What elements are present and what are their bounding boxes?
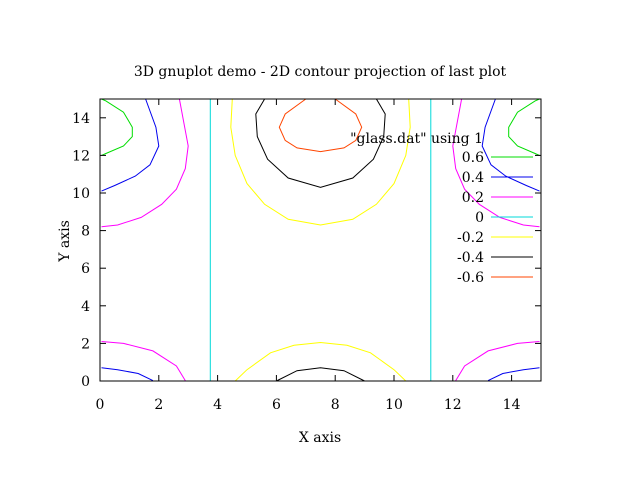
legend-label: 0.4 — [462, 170, 484, 186]
contour-line-0-0 — [101, 98, 133, 156]
contour-line-5-0 — [255, 98, 386, 188]
legend-title: "glass.dat" using 1 — [350, 131, 483, 147]
y-tick-label: 6 — [81, 261, 90, 277]
contour-line-0-1 — [508, 98, 540, 156]
contour-line-1-0 — [101, 98, 160, 192]
axis-ticks: 0 2 4 6 8 10 12 14 0 2 4 6 8 10 12 14 — [72, 99, 541, 413]
y-tick-label: 4 — [81, 299, 90, 315]
y-tick-label: 10 — [72, 186, 90, 202]
y-tick-label: 8 — [81, 224, 90, 240]
legend-label: -0.4 — [457, 250, 484, 266]
contour-line-6-0 — [278, 98, 363, 153]
legend-label: -0.6 — [457, 270, 484, 286]
x-tick-label: 8 — [331, 397, 340, 413]
plot-frame — [99, 98, 542, 382]
contour-line-4-0 — [230, 98, 411, 226]
x-tick-label: 6 — [272, 397, 281, 413]
x-tick-label: 10 — [385, 397, 403, 413]
legend-label: 0 — [475, 210, 484, 226]
y-tick-label: 0 — [81, 374, 90, 390]
y-axis-label: Y axis — [57, 220, 73, 263]
x-tick-label: 0 — [96, 397, 105, 413]
contour-line-4-1 — [234, 341, 407, 382]
x-tick-label: 14 — [503, 397, 521, 413]
y-tick-label: 14 — [72, 111, 90, 127]
contour-line-2-3 — [455, 341, 540, 381]
y-tick-label: 12 — [72, 148, 90, 164]
legend-label: 0.2 — [462, 190, 484, 206]
x-tick-label: 12 — [444, 397, 462, 413]
chart-title: 3D gnuplot demo - 2D contour projection … — [134, 64, 507, 80]
legend-label: -0.2 — [457, 230, 484, 246]
contour-line-5-1 — [276, 367, 365, 382]
legend-label: 0.6 — [462, 150, 484, 166]
contour-line-2-2 — [101, 341, 186, 381]
contour-line-1-1 — [481, 98, 540, 192]
contour-line-1-3 — [487, 367, 540, 382]
plot-area — [101, 98, 540, 382]
x-tick-label: 2 — [154, 397, 163, 413]
y-tick-label: 2 — [81, 336, 90, 352]
x-axis-label: X axis — [299, 430, 341, 446]
contour-line-2-0 — [101, 98, 189, 228]
contour-line-1-2 — [101, 367, 154, 382]
x-tick-label: 4 — [213, 397, 222, 413]
contour-line-2-1 — [452, 98, 540, 228]
legend: "glass.dat" using 1 0.6 0.4 0.2 0 -0.2 -0.4 -0… — [350, 131, 533, 286]
